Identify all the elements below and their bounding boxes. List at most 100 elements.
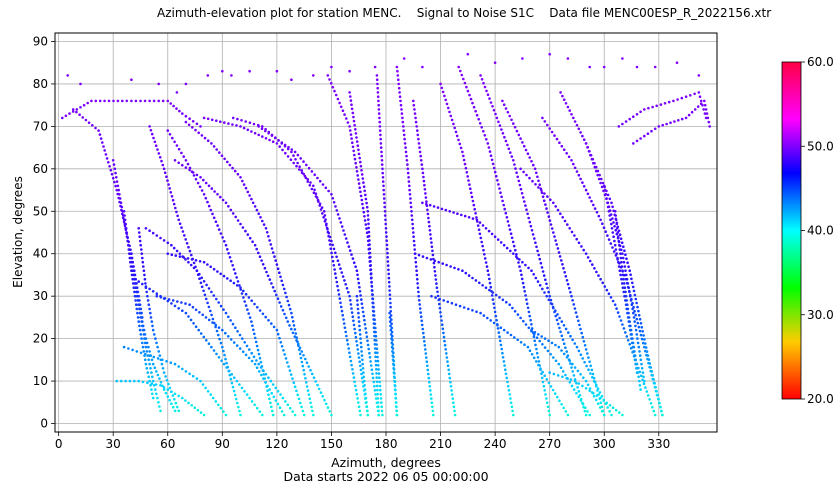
data-point xyxy=(490,232,494,236)
data-point xyxy=(551,305,555,309)
data-point xyxy=(431,249,434,253)
data-point xyxy=(183,234,186,237)
data-point xyxy=(140,320,143,323)
data-point xyxy=(130,99,133,103)
data-point xyxy=(479,311,482,315)
data-point xyxy=(227,252,230,255)
data-point xyxy=(386,255,390,259)
data-point xyxy=(596,402,600,406)
data-point xyxy=(350,363,353,367)
data-point xyxy=(608,404,612,407)
data-point xyxy=(486,269,490,273)
data-point xyxy=(462,77,465,81)
data-point xyxy=(592,391,595,395)
data-point xyxy=(356,397,359,400)
data-point xyxy=(390,345,394,349)
data-point xyxy=(562,98,566,101)
data-point xyxy=(253,302,256,306)
data-point xyxy=(621,122,624,126)
data-point xyxy=(244,353,248,357)
data-point xyxy=(191,305,195,309)
data-point xyxy=(519,187,523,191)
data-point xyxy=(335,280,339,284)
data-point xyxy=(553,392,557,395)
data-point xyxy=(181,230,185,233)
data-point xyxy=(275,263,279,266)
data-point xyxy=(446,300,450,304)
data-point xyxy=(378,125,382,128)
data-point xyxy=(471,217,475,220)
data-point xyxy=(155,341,158,345)
data-point xyxy=(260,127,264,130)
data-point xyxy=(440,323,444,327)
data-point xyxy=(221,328,224,332)
data-point xyxy=(572,388,576,391)
grid-lines xyxy=(55,33,717,432)
data-point xyxy=(638,379,641,383)
data-point xyxy=(410,210,413,213)
data-point xyxy=(453,126,457,130)
data-point xyxy=(489,319,493,322)
data-point xyxy=(97,129,100,132)
data-point xyxy=(417,253,421,257)
data-point xyxy=(368,247,372,250)
data-point xyxy=(595,394,599,397)
data-point xyxy=(285,295,288,299)
data-point xyxy=(492,108,496,112)
data-point xyxy=(632,142,635,145)
data-point xyxy=(273,136,277,140)
data-point xyxy=(339,305,343,309)
data-point xyxy=(341,275,345,278)
data-point xyxy=(375,78,379,81)
data-point xyxy=(124,222,127,226)
data-point xyxy=(214,220,218,223)
data-point xyxy=(592,394,596,398)
data-point xyxy=(131,260,134,264)
data-point xyxy=(599,396,602,400)
data-point xyxy=(298,348,301,352)
data-point xyxy=(145,341,149,345)
data-point xyxy=(644,342,647,345)
data-point xyxy=(543,374,546,378)
data-point xyxy=(567,286,571,290)
data-point xyxy=(316,383,319,387)
data-point xyxy=(526,152,530,155)
data-point xyxy=(559,212,562,215)
y-tick-label: 30 xyxy=(33,289,48,303)
data-point xyxy=(139,333,143,336)
data-point xyxy=(475,310,478,314)
data-point xyxy=(180,301,183,304)
data-point xyxy=(256,348,260,352)
data-point xyxy=(131,282,135,285)
data-point xyxy=(477,117,481,121)
data-point xyxy=(301,364,305,368)
data-point xyxy=(90,99,93,103)
data-point xyxy=(568,359,571,363)
data-point xyxy=(360,350,363,353)
x-tick-label: 30 xyxy=(106,437,121,451)
data-point xyxy=(424,196,428,199)
data-point xyxy=(222,362,226,366)
data-point xyxy=(228,255,232,259)
data-point xyxy=(137,379,140,383)
data-point xyxy=(141,341,144,345)
data-point xyxy=(680,117,684,121)
data-point xyxy=(194,128,197,132)
data-point xyxy=(331,259,335,263)
data-point xyxy=(465,85,468,89)
data-point xyxy=(151,396,155,400)
data-point xyxy=(552,201,555,205)
data-point xyxy=(629,299,633,302)
data-point xyxy=(219,272,222,276)
data-point xyxy=(231,212,235,215)
data-point xyxy=(224,243,228,247)
data-point xyxy=(653,65,657,69)
data-point xyxy=(321,212,324,215)
data-point xyxy=(540,335,543,338)
data-point xyxy=(345,117,348,120)
data-point xyxy=(306,178,310,181)
data-point xyxy=(513,163,516,166)
data-point xyxy=(227,122,230,125)
data-point xyxy=(597,274,600,277)
data-point xyxy=(211,396,215,400)
